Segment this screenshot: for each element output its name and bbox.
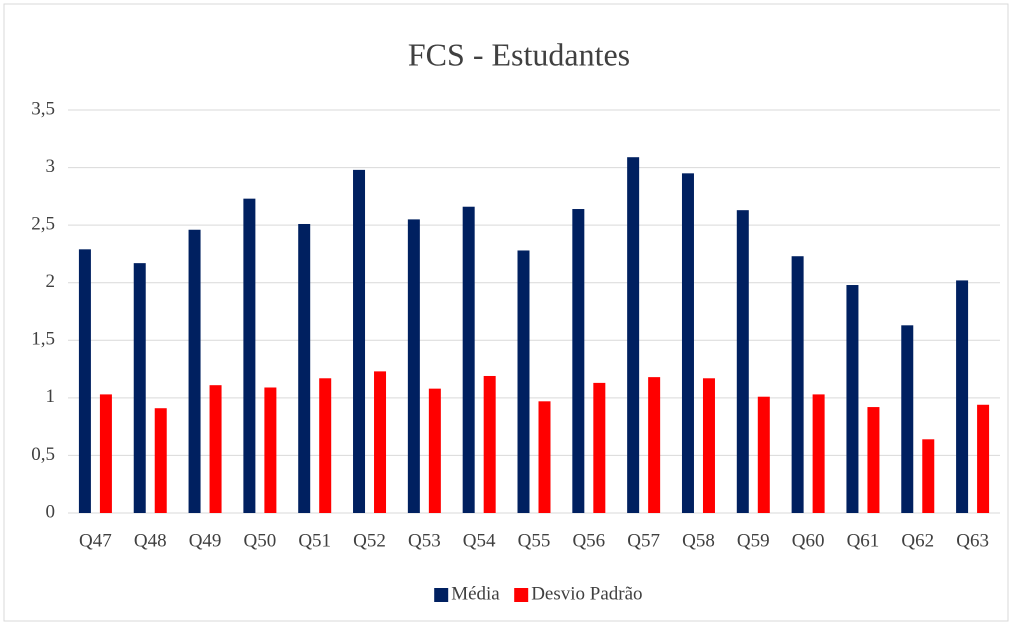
- y-tick-label: 1,5: [31, 329, 55, 350]
- legend-label: Desvio Padrão: [531, 583, 642, 604]
- bar: [846, 285, 859, 513]
- x-tick-label: Q52: [353, 530, 386, 551]
- x-tick-label: Q54: [463, 530, 496, 551]
- legend-label: Média: [451, 583, 500, 604]
- x-tick-label: Q63: [956, 530, 989, 551]
- x-tick-label: Q60: [792, 530, 825, 551]
- bar: [78, 249, 91, 513]
- legend-swatch: [514, 588, 529, 602]
- x-tick-label: Q59: [737, 530, 770, 551]
- y-tick-label: 3,5: [31, 98, 55, 119]
- bar: [154, 408, 167, 513]
- y-tick-label: 0,5: [31, 444, 55, 465]
- bar: [867, 407, 880, 513]
- bar: [99, 394, 112, 513]
- x-tick-label: Q47: [79, 530, 112, 551]
- legend-swatch: [434, 588, 449, 602]
- bar: [702, 378, 715, 513]
- bar: [593, 382, 606, 513]
- x-tick-label: Q61: [847, 530, 880, 551]
- bar: [648, 377, 661, 513]
- bar: [572, 209, 585, 513]
- y-tick-label: 0: [46, 501, 56, 522]
- bar: [133, 263, 146, 513]
- x-tick-label: Q57: [627, 530, 660, 551]
- bar: [977, 404, 990, 513]
- bar: [407, 219, 420, 513]
- bar: [483, 375, 496, 513]
- x-tick-label: Q62: [901, 530, 934, 551]
- bar: [538, 401, 551, 513]
- y-tick-label: 2: [46, 271, 56, 292]
- x-tick-label: Q56: [572, 530, 605, 551]
- y-tick-label: 1: [46, 386, 56, 407]
- bar: [374, 371, 387, 513]
- chart-border: [3, 3, 1009, 622]
- x-tick-label: Q55: [518, 530, 551, 551]
- x-tick-label: Q53: [408, 530, 441, 551]
- bar: [791, 256, 804, 513]
- y-tick-label: 2,5: [31, 214, 55, 235]
- bar: [319, 378, 332, 513]
- bar: [462, 206, 475, 513]
- bar: [298, 223, 311, 513]
- x-tick-label: Q49: [189, 530, 222, 551]
- bar: [812, 394, 825, 513]
- bar: [627, 157, 640, 514]
- bar: [901, 325, 914, 513]
- bar: [922, 439, 935, 513]
- x-tick-label: Q48: [134, 530, 167, 551]
- x-tick-label: Q51: [298, 530, 331, 551]
- y-tick-label: 3: [46, 156, 56, 177]
- bar: [681, 173, 694, 514]
- bar: [517, 250, 530, 513]
- bar: [736, 210, 749, 513]
- bar: [353, 169, 366, 514]
- bar: [428, 388, 441, 513]
- chart-title: FCS - Estudantes: [408, 36, 630, 72]
- bar: [757, 396, 770, 513]
- bar: [956, 280, 969, 513]
- bar: [209, 385, 222, 513]
- x-tick-label: Q58: [682, 530, 715, 551]
- bar: [188, 229, 201, 513]
- x-tick-label: Q50: [244, 530, 277, 551]
- bar: [264, 387, 277, 513]
- bar: [243, 198, 256, 513]
